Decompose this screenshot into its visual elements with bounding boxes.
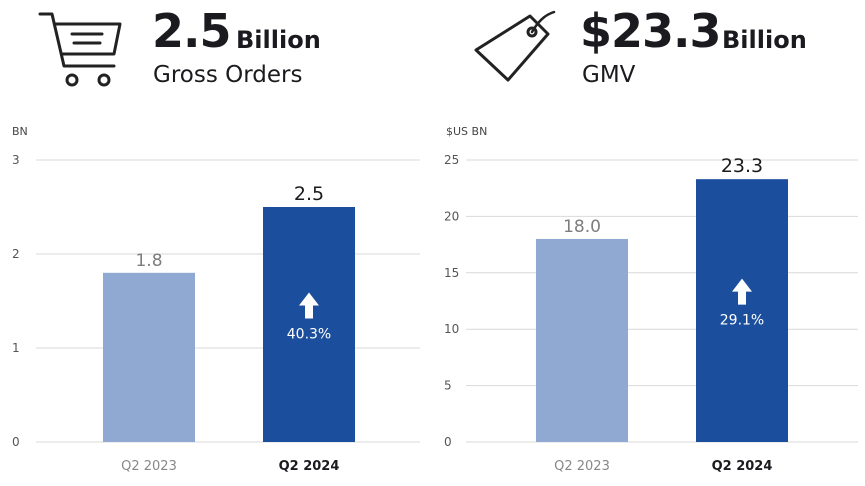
- bar-q2-2024: [263, 207, 355, 442]
- growth-label: 29.1%: [720, 313, 764, 329]
- x-tick-label: Q2 2023: [554, 459, 610, 474]
- bar-value-label: 2.5: [294, 183, 324, 205]
- gross-orders-label: Gross Orders: [153, 62, 303, 88]
- kpi-gross-orders: 2.5 Billion Gross Orders: [0, 0, 420, 100]
- gross-orders-bar-chart: 0 1 2 3 1.8 Q2 2023 2.5 Q2 2024 40.3%: [12, 153, 420, 474]
- gmv-unit: Billion: [722, 26, 807, 54]
- bar-value-label: 23.3: [721, 155, 763, 177]
- y-tick-label: 2: [12, 247, 20, 261]
- y-tick-label: 1: [12, 341, 20, 355]
- y-axis-unit-label: $US BN: [446, 125, 488, 138]
- bar-q2-2023: [536, 238, 628, 442]
- bar-value-label: 18.0: [563, 217, 601, 237]
- bar-q2-2023: [103, 272, 195, 442]
- kpi-gmv: $23.3 Billion GMV: [430, 0, 865, 100]
- gmv-value: $23.3: [580, 4, 722, 58]
- gmv-bar-chart: 0 5 10 15 20 25 18.0 Q2 2023 23.3 Q2 2024 29.1%: [444, 153, 858, 474]
- y-tick-label: 20: [444, 209, 459, 223]
- y-tick-label: 10: [444, 322, 459, 336]
- y-tick-label: 15: [444, 266, 459, 280]
- y-tick-label: 25: [444, 153, 459, 167]
- gmv-chart: $US BN 0 5 10 15 20 25 18.0 Q2 2023 23.3 Q2 2024 2…: [430, 115, 865, 482]
- x-tick-label: Q2 2024: [279, 459, 340, 474]
- y-tick-label: 5: [444, 379, 452, 393]
- gross-orders-value: 2.5: [152, 4, 231, 58]
- y-axis-unit-label: BN: [12, 125, 28, 138]
- up-arrow-icon: [732, 278, 752, 305]
- gmv-label: GMV: [582, 62, 636, 88]
- y-tick-label: 0: [444, 435, 452, 449]
- bar-value-label: 1.8: [135, 251, 162, 271]
- gross-orders-unit: Billion: [236, 26, 321, 54]
- gross-orders-chart: BN 0 1 2 3 1.8 Q2 2023 2.5 Q2 2024 40.3%: [0, 115, 430, 482]
- x-tick-label: Q2 2023: [121, 459, 177, 474]
- x-tick-label: Q2 2024: [712, 459, 773, 474]
- y-tick-label: 0: [12, 435, 20, 449]
- y-tick-label: 3: [12, 153, 20, 167]
- growth-label: 40.3%: [287, 327, 331, 343]
- price-tag-icon: [474, 10, 556, 82]
- shopping-cart-icon: [38, 12, 122, 87]
- up-arrow-icon: [299, 292, 319, 319]
- bar-q2-2024: [696, 179, 788, 442]
